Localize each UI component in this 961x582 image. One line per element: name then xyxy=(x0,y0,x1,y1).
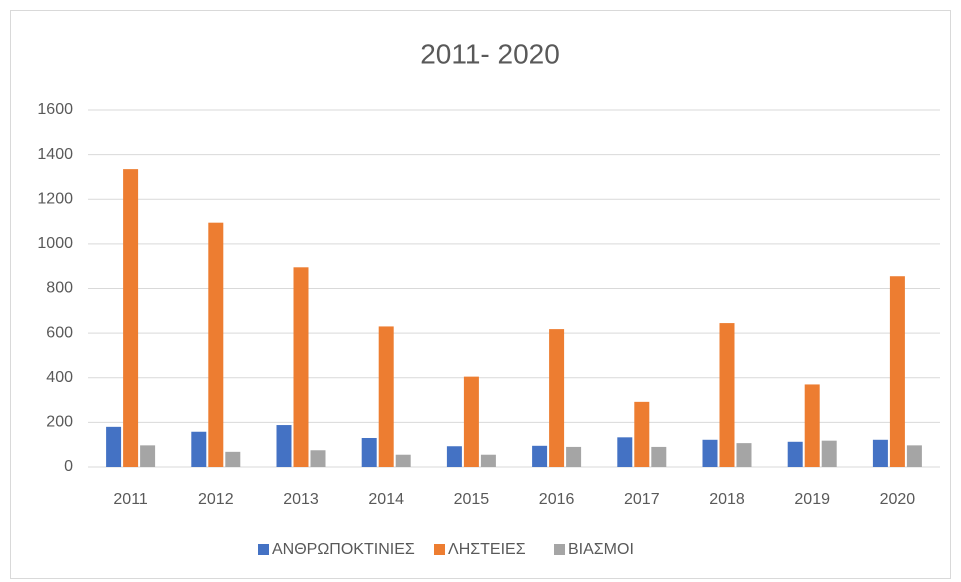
y-tick-label: 1600 xyxy=(37,101,73,118)
y-tick-label: 1000 xyxy=(37,235,73,252)
bar xyxy=(736,443,752,467)
x-tick-label: 2013 xyxy=(283,491,319,508)
x-tick-label: 2018 xyxy=(709,491,745,508)
bar xyxy=(634,401,650,467)
y-tick-label: 0 xyxy=(64,458,73,475)
bar xyxy=(310,450,326,467)
bar xyxy=(617,437,633,467)
x-tick-label: 2017 xyxy=(624,491,660,508)
bar xyxy=(361,437,377,467)
bar xyxy=(208,222,224,467)
y-tick-label: 600 xyxy=(46,324,73,341)
x-tick-label: 2014 xyxy=(368,491,404,508)
bar xyxy=(123,169,139,468)
y-tick-label: 200 xyxy=(46,414,73,431)
bar xyxy=(395,454,411,467)
bar xyxy=(225,451,241,467)
x-tick-label: 2019 xyxy=(794,491,830,508)
bar xyxy=(106,426,122,467)
bar xyxy=(293,267,309,467)
legend-swatch xyxy=(554,544,565,555)
bar xyxy=(906,445,922,467)
legend-label: ΑΝΘΡΩΠΟΚΤΙΝΙΕΣ xyxy=(272,541,415,558)
bar xyxy=(446,446,462,467)
bar xyxy=(549,329,565,467)
bar xyxy=(821,440,837,467)
bar xyxy=(480,454,496,467)
bar xyxy=(804,384,820,467)
y-tick-label: 1200 xyxy=(37,190,73,207)
bar xyxy=(889,276,905,467)
bar xyxy=(566,446,582,467)
x-tick-label: 2016 xyxy=(539,491,575,508)
bar xyxy=(651,446,667,467)
x-tick-label: 2020 xyxy=(880,491,916,508)
legend-label: ΛΗΣΤΕΙΕΣ xyxy=(448,541,526,558)
legend-swatch xyxy=(258,544,269,555)
legend-swatch xyxy=(434,544,445,555)
bar xyxy=(702,439,718,467)
chart-title: 2011- 2020 xyxy=(420,38,560,69)
bar xyxy=(719,323,735,467)
y-tick-label: 800 xyxy=(46,280,73,297)
bar xyxy=(532,445,548,467)
x-tick-label: 2015 xyxy=(454,491,490,508)
x-tick-label: 2012 xyxy=(198,491,234,508)
bar xyxy=(378,326,394,467)
chart-frame xyxy=(10,10,951,579)
x-tick-label: 2011 xyxy=(113,491,148,508)
bar xyxy=(191,431,207,467)
y-tick-label: 1400 xyxy=(37,146,73,163)
bar xyxy=(140,445,156,467)
y-tick-label: 400 xyxy=(46,369,73,386)
bar xyxy=(872,439,888,467)
bar xyxy=(787,441,803,467)
bar xyxy=(276,425,292,467)
legend-label: ΒΙΑΣΜΟΙ xyxy=(568,541,634,558)
bar xyxy=(463,376,479,467)
